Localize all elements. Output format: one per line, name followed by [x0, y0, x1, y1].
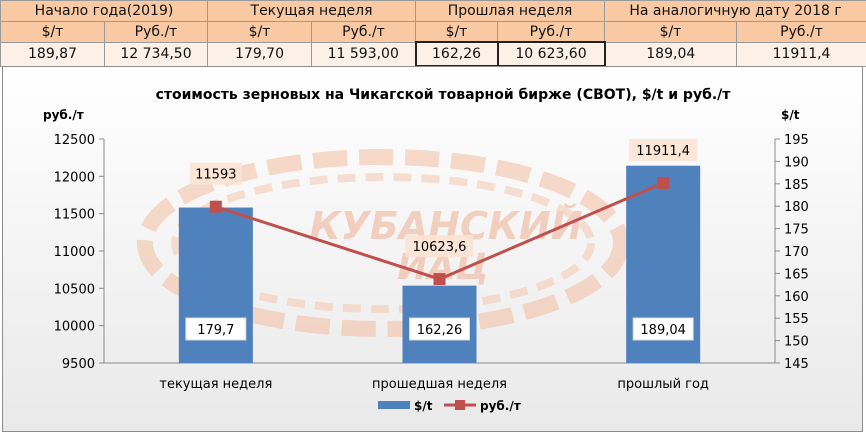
bar-data-label-box — [409, 317, 470, 341]
line-data-label: 11593 — [195, 168, 236, 183]
price-table: Начало года(2019) Текущая неделя Прошлая… — [0, 0, 866, 67]
table-cell-selected[interactable]: 162,26 — [414, 41, 499, 67]
table-cell: 11911,4 — [736, 41, 866, 67]
right-axis-tick-label: 170 — [784, 245, 809, 260]
chart-area[interactable]: КУБАНСКИЙ ИАЦ стоимость зерновых на Чика… — [2, 66, 863, 432]
right-axis-tick-label: 155 — [784, 312, 809, 327]
right-axis-tick-label: 190 — [784, 155, 809, 170]
right-axis-tick-label: 160 — [784, 290, 809, 305]
bar-data-label: 179,7 — [197, 323, 234, 338]
left-axis-tick-label: 9500 — [62, 357, 95, 372]
table-unit-header-row: $/т Руб./т $/т Руб./т $/т Руб./т $/т Руб… — [0, 21, 866, 43]
line-data-label: 11911,4 — [636, 144, 690, 159]
table-cell: 179,70 — [207, 41, 312, 67]
bar-data-label: 162,26 — [417, 323, 463, 338]
left-axis-tick-label: 11000 — [54, 245, 95, 260]
unit-header: Руб./т — [736, 21, 866, 43]
left-axis-tick-label: 11500 — [54, 208, 95, 223]
right-axis-tick-label: 150 — [784, 335, 809, 350]
table-group-header-row: Начало года(2019) Текущая неделя Прошлая… — [0, 0, 866, 22]
table-value-row: 189,87 12 734,50 179,70 11 593,00 162,26… — [0, 41, 866, 67]
table-cell: 11 593,00 — [310, 41, 417, 67]
chart-title: стоимость зерновых на Чикагской товарной… — [156, 87, 732, 103]
line-marker — [657, 176, 670, 189]
bar-data-label-box — [185, 317, 247, 341]
category-labels: текущая неделя прошедшая неделя прошлый го… — [159, 377, 709, 392]
group-header-current-week: Текущая неделя — [206, 0, 417, 22]
legend-label-bar: $/t — [414, 399, 433, 413]
line-data-label-box — [189, 162, 242, 185]
left-axis-ticks: 9500 10000 10500 11000 11500 12000 12500 — [54, 133, 104, 372]
unit-header: Руб./т — [497, 21, 606, 43]
unit-header: $/т — [0, 21, 105, 43]
right-axis-tick-label: 180 — [784, 200, 809, 215]
bar-data-label-box — [632, 317, 694, 341]
left-axis-tick-label: 10500 — [54, 282, 95, 297]
category-label: прошедшая неделя — [372, 377, 507, 392]
left-axis-tick-label: 10000 — [54, 320, 95, 335]
chart-canvas: КУБАНСКИЙ ИАЦ стоимость зерновых на Чика… — [3, 67, 862, 431]
left-axis-label: руб./т — [43, 108, 84, 122]
table-cell: 189,04 — [604, 41, 738, 67]
group-header-same-date-2018: На аналогичную дату 2018 г — [604, 0, 866, 22]
unit-header: $/т — [604, 21, 738, 43]
table-cell: 189,87 — [0, 41, 105, 67]
line-data-label-box — [629, 138, 698, 161]
bar-data-label: 189,04 — [640, 323, 686, 338]
bar-series: 179,7 162,26 189,04 — [178, 165, 701, 363]
line-data-label-box — [405, 235, 474, 258]
unit-header: Руб./т — [104, 21, 208, 43]
right-axis-label: $/t — [781, 108, 800, 122]
right-axis-ticks: 145 150 155 160 165 170 175 180 185 190 195 — [775, 133, 809, 372]
right-axis-tick-label: 165 — [784, 267, 809, 282]
left-axis-tick-label: 12000 — [54, 170, 95, 185]
line-marker — [433, 273, 446, 286]
line-marker — [209, 200, 222, 213]
category-label: текущая неделя — [159, 377, 272, 392]
legend: $/t руб./т — [378, 399, 521, 413]
group-header-previous-week: Прошлая неделя — [415, 0, 606, 22]
right-axis-tick-label: 175 — [784, 223, 809, 238]
unit-header: $/т — [207, 21, 312, 43]
line-data-label: 10623,6 — [413, 240, 467, 255]
group-header-start-of-year: Начало года(2019) — [0, 0, 208, 22]
right-axis-tick-label: 195 — [784, 133, 809, 148]
category-label: прошлый год — [617, 377, 709, 392]
legend-label-line: руб./т — [480, 399, 521, 413]
unit-header: $/т — [415, 21, 499, 43]
legend-marker — [455, 400, 465, 410]
line-series: 11593 10623,6 11911,4 — [189, 138, 698, 286]
right-axis-tick-label: 145 — [784, 357, 809, 372]
table-cell: 12 734,50 — [104, 41, 208, 67]
left-axis-tick-label: 12500 — [54, 133, 95, 148]
legend-swatch-bar — [378, 401, 410, 409]
table-cell-selected[interactable]: 10 623,60 — [496, 41, 606, 67]
right-axis-tick-label: 185 — [784, 178, 809, 193]
unit-header: Руб./т — [310, 21, 417, 43]
